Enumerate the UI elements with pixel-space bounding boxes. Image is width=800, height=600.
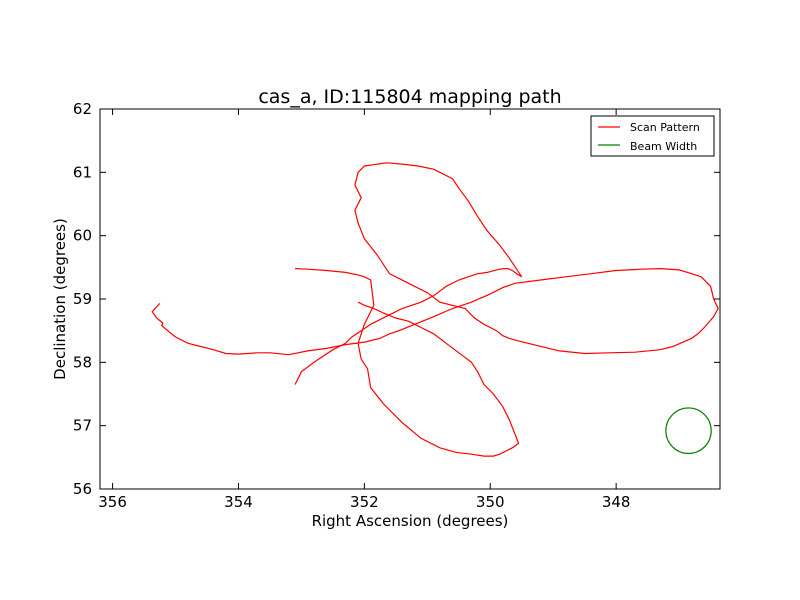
x-tick-label: 354 (224, 493, 253, 511)
plot-area (151, 162, 719, 457)
x-axis-label: Right Ascension (degrees) (312, 512, 509, 530)
y-tick-label: 60 (73, 227, 92, 245)
y-tick-label: 59 (73, 290, 92, 308)
legend: Scan Pattern Beam Width (590, 115, 715, 157)
x-tick-label: 352 (350, 493, 379, 511)
y-tick-label: 56 (73, 480, 92, 498)
x-tick-label: 350 (476, 493, 505, 511)
y-tick-label: 62 (73, 100, 92, 118)
y-tick-label: 61 (73, 163, 92, 181)
legend-label-beam-width: Beam Width (630, 140, 697, 153)
scan-pattern-line-lower (295, 268, 520, 457)
legend-box (590, 115, 715, 157)
chart-title: cas_a, ID:115804 mapping path (258, 86, 561, 108)
beam-width-circle (665, 407, 712, 455)
scan-pattern-line (151, 162, 719, 385)
x-tick-label: 356 (98, 493, 127, 511)
y-tick-label: 58 (73, 353, 92, 371)
legend-label-scan-pattern: Scan Pattern (630, 121, 700, 134)
y-axis-label: Declination (degrees) (51, 218, 69, 380)
y-tick-label: 57 (73, 417, 92, 435)
axis-ticks: 356 354 352 350 348 56 57 58 59 60 61 62 (73, 100, 720, 511)
x-tick-label: 348 (602, 493, 631, 511)
